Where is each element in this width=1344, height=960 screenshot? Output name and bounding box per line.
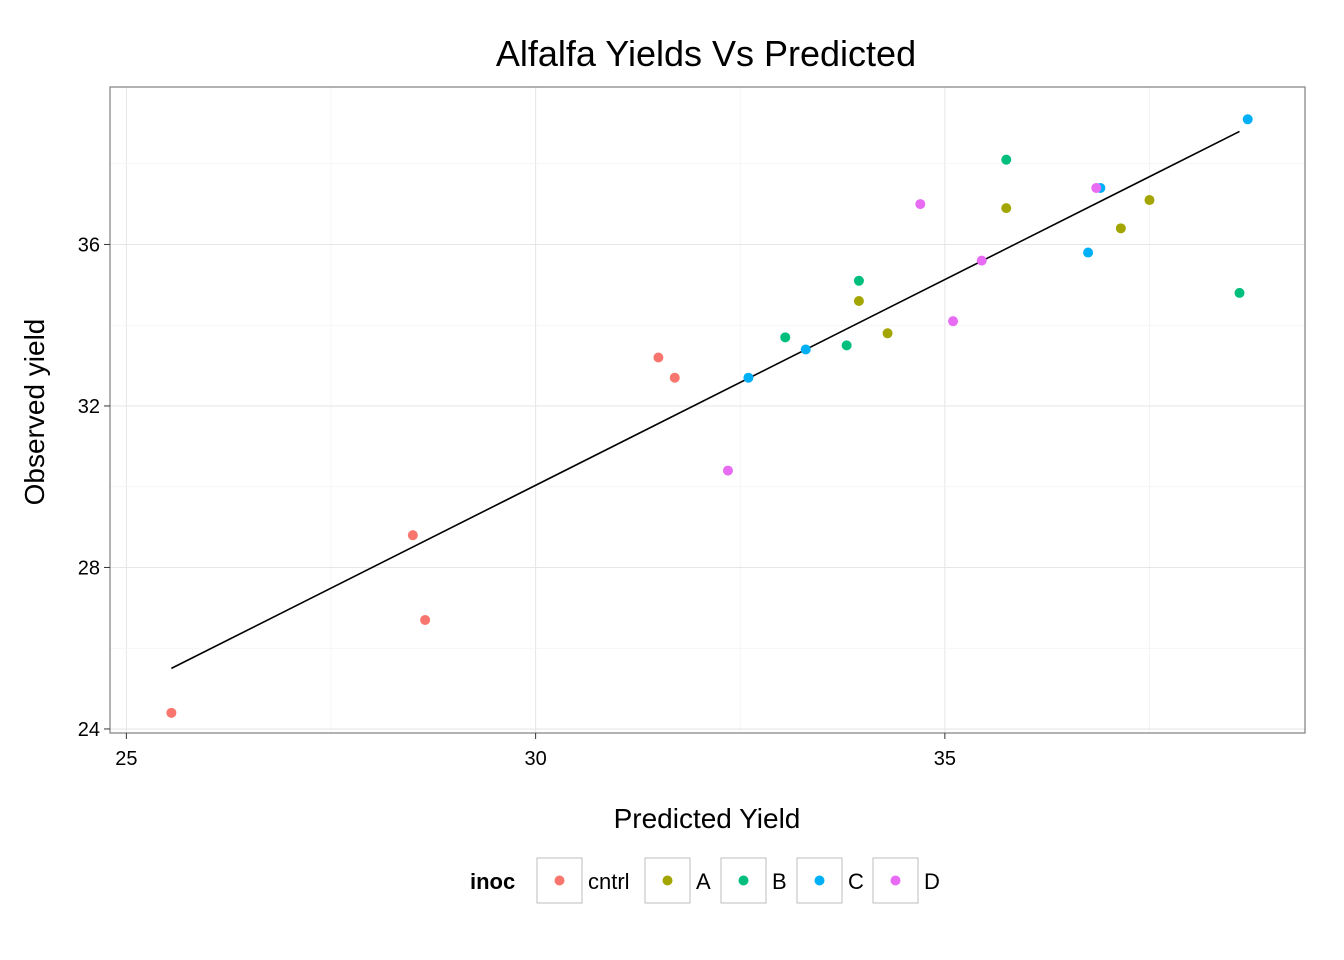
data-point-a xyxy=(853,295,864,306)
legend-label-cntrl: cntrl xyxy=(588,869,630,894)
chart-title: Alfalfa Yields Vs Predicted xyxy=(496,33,916,74)
legend-label-b: B xyxy=(772,869,787,894)
data-point-a xyxy=(1115,223,1126,234)
legend-key-a xyxy=(662,875,673,886)
legend-label-a: A xyxy=(696,869,711,894)
legend-key-d xyxy=(890,875,901,886)
data-point-cntrl xyxy=(166,707,177,718)
y-tick-label: 24 xyxy=(78,719,100,741)
x-tick-label: 30 xyxy=(524,748,546,770)
y-axis: 24 28 32 36 xyxy=(78,234,110,741)
legend-label-d: D xyxy=(924,869,940,894)
data-point-cntrl xyxy=(653,352,664,363)
data-point-c xyxy=(800,344,811,355)
fit-line xyxy=(171,130,1240,670)
legend-key-cntrl xyxy=(554,875,565,886)
data-point-b xyxy=(780,332,791,343)
legend-label-c: C xyxy=(848,869,864,894)
legend: inoc cntrl A B C D xyxy=(470,857,940,904)
y-tick-label: 36 xyxy=(78,234,100,256)
data-point-cntrl xyxy=(420,614,431,625)
x-axis: 25 30 35 xyxy=(115,733,956,770)
data-point-cntrl xyxy=(669,372,680,383)
plot-border xyxy=(109,86,1306,734)
data-point-b xyxy=(841,340,852,351)
y-tick-label: 28 xyxy=(78,557,100,579)
plot-panel xyxy=(109,86,1306,734)
data-point-a xyxy=(1144,195,1155,206)
x-tick-label: 35 xyxy=(934,748,956,770)
data-point-d xyxy=(1091,182,1102,193)
data-point-c xyxy=(1083,247,1094,258)
data-point-d xyxy=(722,465,733,476)
data-point-b xyxy=(1001,154,1012,165)
legend-key-b xyxy=(738,875,749,886)
data-point-c xyxy=(1242,114,1253,125)
data-point-a xyxy=(882,328,893,339)
data-point-cntrl xyxy=(407,530,418,541)
y-tick-label: 32 xyxy=(78,396,100,418)
x-tick-label: 25 xyxy=(115,748,137,770)
x-axis-title: Predicted Yield xyxy=(614,803,801,834)
data-point-d xyxy=(915,199,926,210)
plot-background xyxy=(110,87,1305,733)
data-point-b xyxy=(1234,287,1245,298)
y-axis-title: Observed yield xyxy=(19,319,50,506)
data-point-d xyxy=(976,255,987,266)
data-point-b xyxy=(853,275,864,286)
legend-key-c xyxy=(814,875,825,886)
legend-title: inoc xyxy=(470,869,515,894)
data-point-a xyxy=(1001,203,1012,214)
data-point-d xyxy=(948,316,959,327)
data-point-c xyxy=(743,372,754,383)
